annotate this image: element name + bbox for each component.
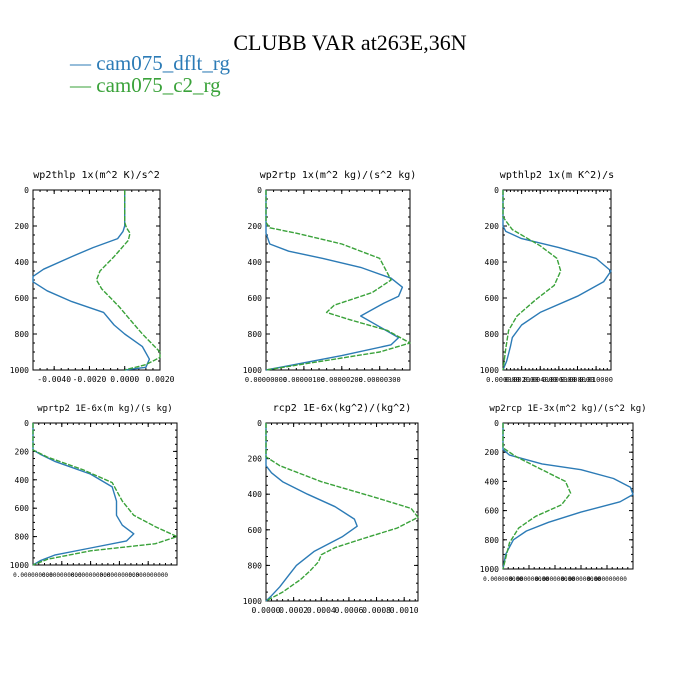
series-line-c2 [265,423,419,602]
chart-title: wp2rtp 1x(m^2 kg)/(s^2 kg) [260,170,417,181]
series-line-dflt [502,190,612,371]
x-tick-label: 0.00000200 [321,376,363,384]
y-tick-label: 1000 [243,597,262,606]
y-tick-label: 800 [485,330,500,339]
x-tick-label: 0.010000 [579,376,613,384]
series-line-c2 [95,190,161,371]
chart-panel-2: wp2rtp 1x(m^2 kg)/(s^2 kg) 0 200 400 600 800 1… [243,170,417,384]
y-tick-label: 1000 [10,366,29,375]
y-tick-label: 0 [494,419,499,428]
plot-frame [265,189,411,371]
y-tick-label: 800 [248,330,263,339]
x-tick-label: 0.0020 [146,375,175,384]
y-tick-label: 200 [485,448,500,457]
plot-frame [32,189,161,371]
x-tick-label: 0.00000300 [359,376,401,384]
x-tick-label: 0.000000000 [509,576,549,583]
x-tick-label: -0.0040 [37,375,71,384]
y-tick-label: 400 [248,490,263,499]
x-tick-label: 0.008000 [561,376,595,384]
y-tick-label: 800 [15,330,30,339]
x-tick-label: 0.000000000 [13,572,53,579]
y-tick-label: 0 [257,186,262,195]
series-line-dflt [265,190,404,371]
x-tick-label: 0.0000 [252,606,281,615]
y-tick-label: 400 [485,258,500,267]
y-tick-label: 0 [24,186,29,195]
y-tick-label: 1000 [480,565,499,574]
chart-title: wpthlp2 1x(m K^2)/s [500,170,614,181]
y-tick-label: 200 [485,222,500,231]
chart-panel-5: rcp2 1E-6x(kg^2)/(kg^2) 0 200 400 600 800 1000… [243,403,419,615]
series-line-dflt [32,190,151,371]
x-tick-label: 0.0006 [334,606,363,615]
x-tick-label: 0.004000 [523,376,557,384]
y-tick-label: 400 [15,258,30,267]
x-tick-label: 0.0004 [307,606,336,615]
y-tick-label: 800 [485,536,500,545]
y-tick-label: 1000 [243,366,262,375]
y-tick-label: 600 [15,294,30,303]
series-line-c2 [265,190,411,371]
x-tick-label: 0.0000 [110,375,139,384]
x-tick-label: 0.006000 [542,376,576,384]
x-tick-label: 0.000000000 [535,576,575,583]
x-tick-label: 0.000000000 [587,576,627,583]
chart-panel-3: wpthlp2 1x(m K^2)/s020040060080010000.00… [480,170,614,384]
series-line-dflt [502,423,634,570]
y-tick-label: 200 [15,447,30,456]
series-line-c2 [32,423,178,566]
y-tick-label: 0 [257,419,262,428]
y-tick-label: 1000 [480,366,499,375]
x-tick-label: 0.000000000 [483,576,523,583]
legend-entry-c2: — cam075_c2_rg [70,73,221,97]
y-tick-label: 600 [485,507,500,516]
y-tick-label: 600 [485,294,500,303]
y-tick-label: 400 [248,258,263,267]
x-tick-label: 0.00000100 [283,376,325,384]
y-tick-label: 800 [15,533,30,542]
x-tick-label: -0.0020 [73,375,107,384]
x-tick-label: 0.000000000 [561,576,601,583]
page-title: CLUBB VAR at263E,36N [233,30,467,55]
x-tick-label: 0.000000000 [100,572,140,579]
y-tick-label: 400 [485,477,500,486]
x-tick-label: 0.000000000 [42,572,82,579]
y-tick-label: 0 [24,419,29,428]
y-tick-label: 800 [248,561,263,570]
x-tick-label: 0.0008 [362,606,391,615]
y-tick-label: 400 [15,476,30,485]
series-line-c2 [502,190,562,371]
legend-entry-dflt: — cam075_dflt_rg [70,51,231,75]
chart-title: wprtp2 1E-6x(m kg)/(s kg) [37,404,172,414]
y-tick-label: 0 [494,186,499,195]
x-tick-label: 0.002000 [505,376,539,384]
y-tick-label: 200 [248,222,263,231]
chart-panel-6: wp2rcp 1E-3x(m^2 kg)/(s^2 kg) 0 200 400 600 8… [480,404,647,583]
x-tick-label: 0.0010 [390,606,419,615]
y-tick-label: 600 [248,526,263,535]
chart-panel-4: wprtp2 1E-6x(m kg)/(s kg) 0 200 400 600 800 10… [10,404,178,579]
x-tick-label: 0.00000000 [245,376,287,384]
x-tick-label: 0.000000 [486,376,520,384]
x-tick-label: 0.000000000 [128,572,168,579]
y-tick-label: 1000 [10,561,29,570]
chart-panel-1: wp2thlp 1x(m^2 K)/s^2 0 200 400 600 800 1000 -0… [10,170,175,384]
series-line-dflt [265,423,358,602]
x-tick-label: 0.000000000 [71,572,111,579]
chart-title: wp2rcp 1E-3x(m^2 kg)/(s^2 kg) [489,404,646,414]
y-tick-label: 600 [248,294,263,303]
y-tick-label: 200 [248,455,263,464]
chart-title: wp2thlp 1x(m^2 K)/s^2 [33,170,159,181]
y-tick-label: 200 [15,222,30,231]
x-tick-label: 0.0002 [279,606,308,615]
chart-title: rcp2 1E-6x(kg^2)/(kg^2) [273,403,411,414]
y-tick-label: 600 [15,504,30,513]
series-line-c2 [502,423,572,570]
